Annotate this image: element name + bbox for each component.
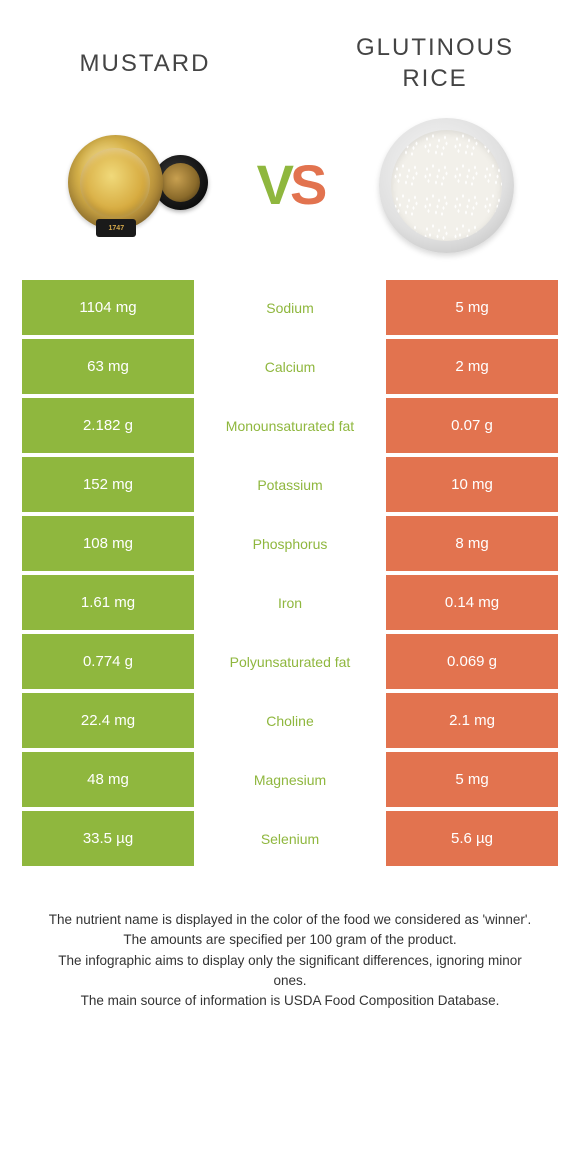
vs-v: V <box>257 153 290 216</box>
right-value: 5 mg <box>386 752 558 807</box>
nutrient-name: Polyunsaturated fat <box>194 634 386 689</box>
table-row: 108 mgPhosphorus8 mg <box>22 516 558 571</box>
right-value: 5.6 µg <box>386 811 558 866</box>
nutrient-name: Choline <box>194 693 386 748</box>
right-value: 0.069 g <box>386 634 558 689</box>
right-value: 2 mg <box>386 339 558 394</box>
footer-line-4: The main source of information is USDA F… <box>40 991 540 1011</box>
left-value: 1.61 mg <box>22 575 194 630</box>
right-value: 0.14 mg <box>386 575 558 630</box>
nutrient-name: Phosphorus <box>194 516 386 571</box>
header-row: MUSTARD GLUTINOUS RICE <box>0 0 580 120</box>
jar-label-text: 1747 <box>109 225 125 232</box>
table-row: 48 mgMagnesium5 mg <box>22 752 558 807</box>
title-right: GLUTINOUS RICE <box>320 20 550 94</box>
left-food-image: 1747 <box>20 130 247 240</box>
nutrient-name: Monounsaturated fat <box>194 398 386 453</box>
left-value: 1104 mg <box>22 280 194 335</box>
infographic-container: MUSTARD GLUTINOUS RICE 1747 VS 1104 mgSo… <box>0 0 580 1011</box>
footer-line-1: The nutrient name is displayed in the co… <box>40 910 540 930</box>
right-value: 2.1 mg <box>386 693 558 748</box>
footer-line-2: The amounts are specified per 100 gram o… <box>40 930 540 950</box>
left-value: 48 mg <box>22 752 194 807</box>
left-value: 22.4 mg <box>22 693 194 748</box>
table-row: 2.182 gMonounsaturated fat0.07 g <box>22 398 558 453</box>
left-value: 0.774 g <box>22 634 194 689</box>
images-row: 1747 VS <box>0 120 580 280</box>
title-right-line1: GLUTINOUS <box>356 34 514 61</box>
nutrient-name: Iron <box>194 575 386 630</box>
mustard-jar-icon: 1747 <box>58 130 208 240</box>
left-value: 152 mg <box>22 457 194 512</box>
right-value: 0.07 g <box>386 398 558 453</box>
vs-badge: VS <box>257 157 324 213</box>
left-value: 2.182 g <box>22 398 194 453</box>
nutrient-name: Potassium <box>194 457 386 512</box>
right-value: 8 mg <box>386 516 558 571</box>
rice-bowl-icon <box>379 118 514 253</box>
table-row: 152 mgPotassium10 mg <box>22 457 558 512</box>
right-value: 5 mg <box>386 280 558 335</box>
table-row: 0.774 gPolyunsaturated fat0.069 g <box>22 634 558 689</box>
nutrient-name: Calcium <box>194 339 386 394</box>
nutrient-name: Magnesium <box>194 752 386 807</box>
table-row: 1104 mgSodium5 mg <box>22 280 558 335</box>
table-row: 22.4 mgCholine2.1 mg <box>22 693 558 748</box>
nutrient-name: Selenium <box>194 811 386 866</box>
right-value: 10 mg <box>386 457 558 512</box>
title-left: MUSTARD <box>30 20 260 78</box>
right-food-image <box>333 118 560 253</box>
title-right-line2: RICE <box>402 65 467 92</box>
left-value: 63 mg <box>22 339 194 394</box>
left-value: 108 mg <box>22 516 194 571</box>
left-value: 33.5 µg <box>22 811 194 866</box>
vs-s: S <box>290 153 323 216</box>
nutrition-table: 1104 mgSodium5 mg63 mgCalcium2 mg2.182 g… <box>0 280 580 866</box>
table-row: 63 mgCalcium2 mg <box>22 339 558 394</box>
footer-notes: The nutrient name is displayed in the co… <box>0 870 580 1011</box>
nutrient-name: Sodium <box>194 280 386 335</box>
table-row: 1.61 mgIron0.14 mg <box>22 575 558 630</box>
table-row: 33.5 µgSelenium5.6 µg <box>22 811 558 866</box>
footer-line-3: The infographic aims to display only the… <box>40 951 540 992</box>
